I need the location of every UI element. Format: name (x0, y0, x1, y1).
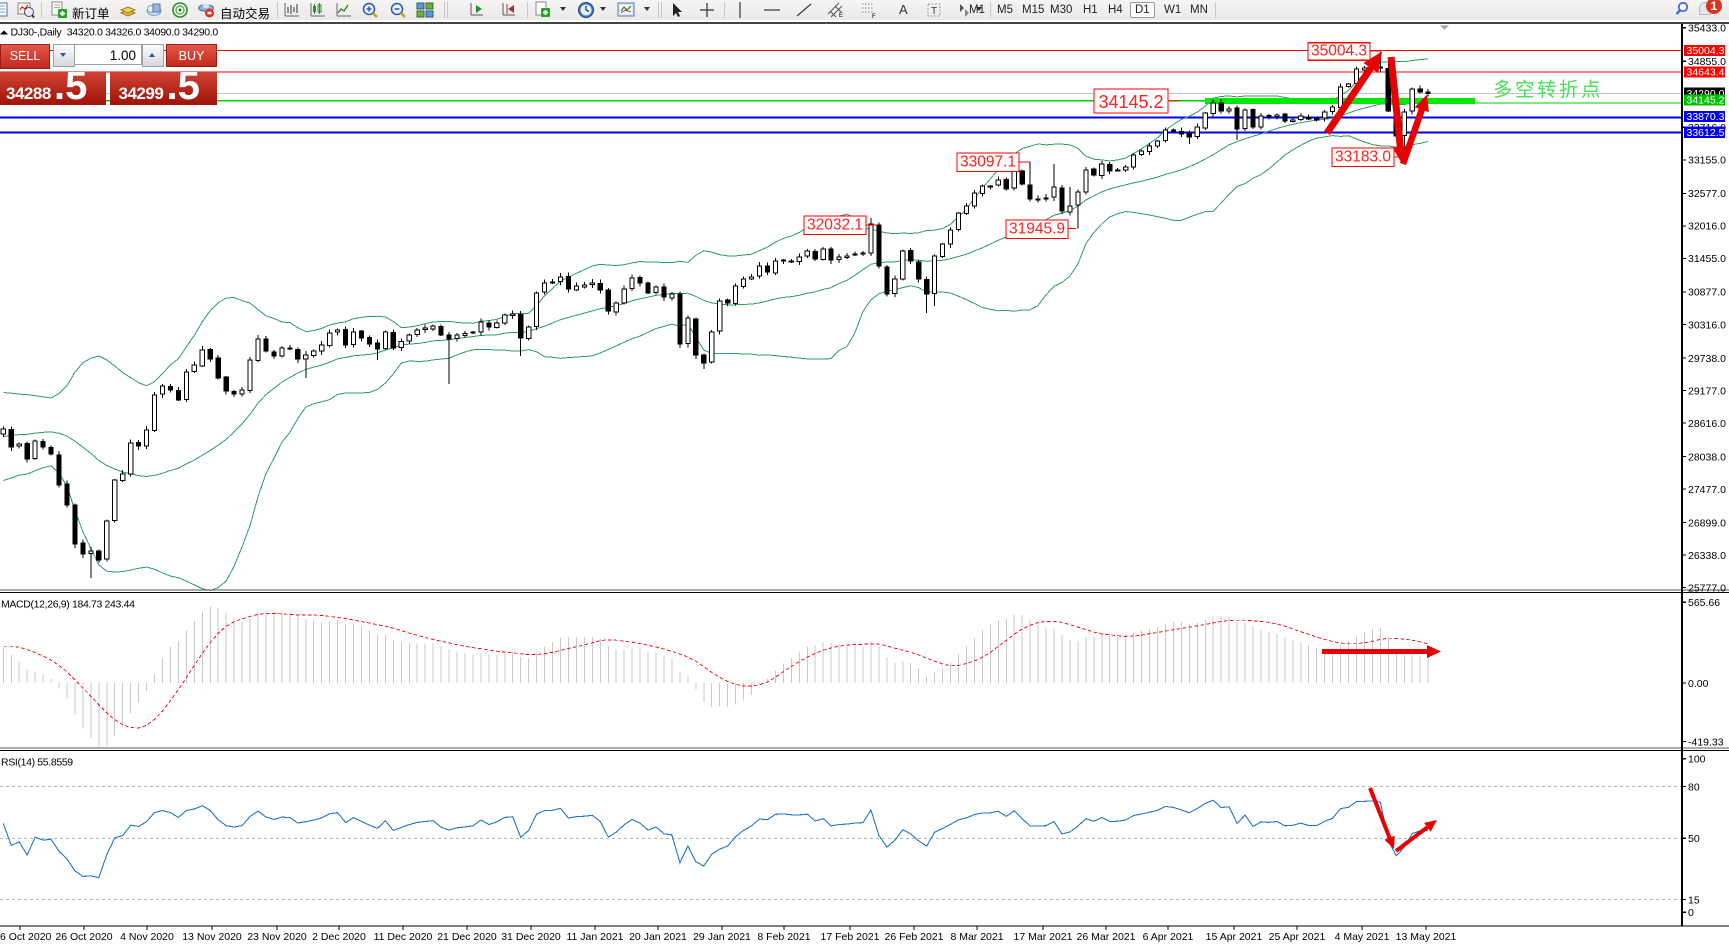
svg-text:15: 15 (1688, 894, 1700, 906)
svg-text:30316.0: 30316.0 (1688, 319, 1726, 331)
svg-text:33097.1: 33097.1 (960, 154, 1016, 171)
svg-text:RSI(14) 55.8559: RSI(14) 55.8559 (1, 757, 73, 769)
svg-text:32577.0: 32577.0 (1688, 188, 1726, 200)
svg-text:23 Nov 2020: 23 Nov 2020 (247, 931, 307, 943)
svg-text:35433.0: 35433.0 (1688, 23, 1726, 35)
svg-text:15 Apr 2021: 15 Apr 2021 (1206, 931, 1263, 943)
svg-text:11 Dec 2020: 11 Dec 2020 (374, 931, 433, 943)
svg-text:MACD(12,26,9) 184.73 243.44: MACD(12,26,9) 184.73 243.44 (1, 599, 135, 611)
svg-text:20 Jan 2021: 20 Jan 2021 (629, 931, 687, 943)
svg-text:DJ30-,Daily 34320.0 34326.0 3: DJ30-,Daily 34320.0 34326.0 34090.0 3429… (11, 27, 219, 39)
svg-text:35004.3: 35004.3 (1687, 45, 1725, 57)
svg-text:8 Feb 2021: 8 Feb 2021 (757, 931, 810, 943)
svg-text:13 Nov 2020: 13 Nov 2020 (182, 931, 242, 943)
svg-text:34643.4: 34643.4 (1687, 67, 1725, 79)
svg-text:32016.0: 32016.0 (1688, 221, 1726, 233)
svg-text:29738.0: 29738.0 (1688, 353, 1726, 365)
svg-text:29177.0: 29177.0 (1688, 385, 1726, 397)
svg-text:E: E (839, 13, 843, 19)
svg-text:多空转折点: 多空转折点 (1493, 79, 1603, 101)
svg-text:26899.0: 26899.0 (1688, 517, 1726, 529)
svg-text:0: 0 (1688, 907, 1694, 919)
svg-text:26 Oct 2020: 26 Oct 2020 (55, 931, 112, 943)
svg-text:-419.33: -419.33 (1688, 736, 1724, 748)
svg-text:34145.2: 34145.2 (1687, 95, 1725, 107)
svg-text:30877.0: 30877.0 (1688, 287, 1726, 299)
svg-text:4 May 2021: 4 May 2021 (1335, 931, 1390, 943)
svg-text:33612.5: 33612.5 (1687, 127, 1725, 139)
svg-text:31 Dec 2020: 31 Dec 2020 (501, 931, 561, 943)
svg-text:32032.1: 32032.1 (807, 217, 863, 234)
svg-text:33155.0: 33155.0 (1688, 155, 1726, 167)
svg-text:28038.0: 28038.0 (1688, 451, 1726, 463)
svg-text:33870.3: 33870.3 (1687, 111, 1725, 123)
svg-text:26 Mar 2021: 26 Mar 2021 (1077, 931, 1136, 943)
svg-text:T: T (931, 6, 937, 17)
svg-text:26 Feb 2021: 26 Feb 2021 (885, 931, 944, 943)
svg-text:25777.0: 25777.0 (1688, 582, 1726, 594)
svg-text:31455.0: 31455.0 (1688, 253, 1726, 265)
svg-text:2 Dec 2020: 2 Dec 2020 (312, 931, 366, 943)
svg-text:27477.0: 27477.0 (1688, 484, 1726, 496)
svg-text:6 Apr 2021: 6 Apr 2021 (1143, 931, 1194, 943)
svg-text:31945.9: 31945.9 (1009, 221, 1065, 238)
svg-text:33183.0: 33183.0 (1335, 149, 1391, 166)
svg-text:34145.2: 34145.2 (1098, 92, 1163, 112)
svg-text:0.00: 0.00 (1688, 678, 1709, 690)
svg-text:8 Mar 2021: 8 Mar 2021 (950, 931, 1003, 943)
svg-text:26338.0: 26338.0 (1688, 550, 1726, 562)
svg-text:565.66: 565.66 (1688, 597, 1720, 609)
svg-text:100: 100 (1688, 754, 1706, 766)
svg-text:21 Dec 2020: 21 Dec 2020 (437, 931, 497, 943)
svg-text:17 Feb 2021: 17 Feb 2021 (821, 931, 880, 943)
svg-text:34855.0: 34855.0 (1688, 56, 1726, 68)
svg-text:80: 80 (1688, 781, 1700, 793)
svg-text:50: 50 (1688, 833, 1700, 845)
svg-text:13 May 2021: 13 May 2021 (1396, 931, 1457, 943)
svg-text:11 Jan 2021: 11 Jan 2021 (566, 931, 623, 943)
svg-text:6 Oct 2020: 6 Oct 2020 (0, 931, 52, 943)
svg-text:F: F (872, 14, 876, 19)
svg-text:4 Nov 2020: 4 Nov 2020 (120, 931, 174, 943)
svg-text:35004.3: 35004.3 (1311, 42, 1367, 59)
svg-text:29 Jan 2021: 29 Jan 2021 (693, 931, 751, 943)
svg-text:28616.0: 28616.0 (1688, 418, 1726, 430)
svg-text:25 Apr 2021: 25 Apr 2021 (1269, 931, 1326, 943)
svg-text:17 Mar 2021: 17 Mar 2021 (1014, 931, 1073, 943)
